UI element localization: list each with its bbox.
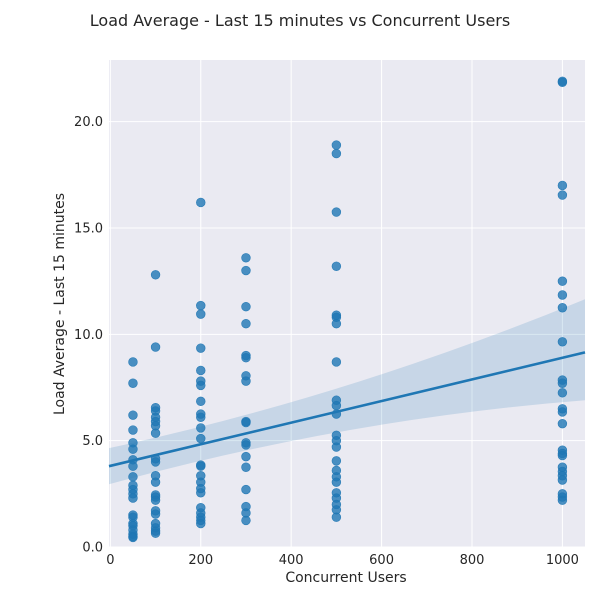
scatter-point (150, 428, 161, 438)
y-tick-label: 15.0 (74, 222, 103, 237)
scatter-point (196, 488, 206, 498)
scatter-point (196, 518, 206, 529)
scatter-point (241, 319, 251, 329)
scatter-point (150, 457, 161, 467)
x-tick-label: 0 (106, 553, 114, 568)
regression-line (108, 351, 586, 468)
scatter-point (196, 380, 206, 391)
scatter-point (196, 197, 206, 208)
scatter-point (331, 319, 342, 329)
scatter-point (557, 276, 568, 286)
scatter-point (241, 265, 251, 276)
scatter-point (241, 462, 251, 472)
x-tick-label: 200 (188, 553, 213, 568)
scatter-point (557, 290, 568, 300)
scatter-point (128, 410, 138, 420)
scatter-point (196, 365, 206, 376)
data-points (128, 76, 568, 543)
scatter-point (196, 300, 206, 311)
chart-title: Load Average - Last 15 minutes vs Concur… (90, 11, 510, 30)
x-tick-label: 1000 (546, 553, 579, 568)
x-tick-label: 400 (279, 553, 304, 568)
scatter-point (241, 417, 251, 428)
scatter-point (196, 433, 206, 444)
scatter-point (150, 477, 161, 487)
scatter-point (196, 343, 206, 353)
scatter-point (241, 451, 251, 462)
scatter-point (331, 400, 342, 411)
scatter-point (331, 207, 342, 217)
scatter-point (128, 532, 138, 543)
scatter-point (241, 440, 251, 450)
scatter-point (128, 493, 138, 503)
scatter-point (150, 342, 161, 352)
scatter-point (196, 309, 206, 319)
scatter-point (128, 444, 138, 454)
scatter-point (557, 495, 568, 505)
y-axis-label: Load Average - Last 15 minutes (52, 193, 68, 415)
scatter-point (241, 484, 251, 495)
scatter-point (241, 353, 251, 363)
scatter-point (196, 396, 206, 407)
scatter-point (557, 190, 568, 200)
scatter-point (150, 495, 161, 505)
scatter-point (331, 442, 342, 452)
scatter-point (557, 77, 568, 88)
plot-area (109, 60, 585, 547)
scatter-point (128, 461, 138, 471)
scatter-point (557, 475, 568, 485)
scatter-point (557, 450, 568, 461)
scatter-point (241, 301, 251, 312)
scatter-point (241, 376, 251, 386)
scatter-point (331, 140, 342, 150)
scatter-point (331, 261, 342, 271)
y-tick-label: 0.0 (82, 541, 103, 556)
scatter-point (557, 388, 568, 398)
scatter-point (331, 148, 342, 159)
scatter-point (241, 515, 251, 526)
scatter-point (331, 357, 342, 367)
y-tick-label: 20.0 (74, 115, 103, 130)
scatter-point (331, 477, 342, 487)
scatter-point (150, 509, 161, 519)
scatter-point (150, 270, 161, 280)
scatter-point (128, 357, 138, 367)
scatter-point (331, 512, 342, 522)
scatter-point (557, 378, 568, 388)
scatter-point (331, 456, 342, 466)
scatter-point (150, 528, 161, 538)
scatter-point (557, 418, 568, 429)
scatter-point (196, 461, 206, 471)
scatter-point (241, 253, 251, 263)
x-tick-label: 600 (369, 553, 394, 568)
scatter-point (128, 378, 138, 388)
x-axis-label: Concurrent Users (285, 570, 406, 586)
x-tick-label: 800 (460, 553, 485, 568)
scatter-point (557, 180, 568, 191)
scatter-point (196, 423, 206, 433)
y-tick-label: 5.0 (82, 434, 103, 449)
scatter-point (557, 337, 568, 347)
tick-labels: 0 200 400 600 800 1000 0.0 5.0 10.0 15.0 20.0 (74, 115, 579, 568)
scatter-point (128, 425, 138, 435)
y-tick-label: 10.0 (74, 328, 103, 343)
regression-line-group (108, 351, 586, 468)
scatter-point (196, 412, 206, 422)
scatter-point (557, 303, 568, 313)
scatter-point (128, 472, 138, 482)
scatter-point (557, 407, 568, 417)
